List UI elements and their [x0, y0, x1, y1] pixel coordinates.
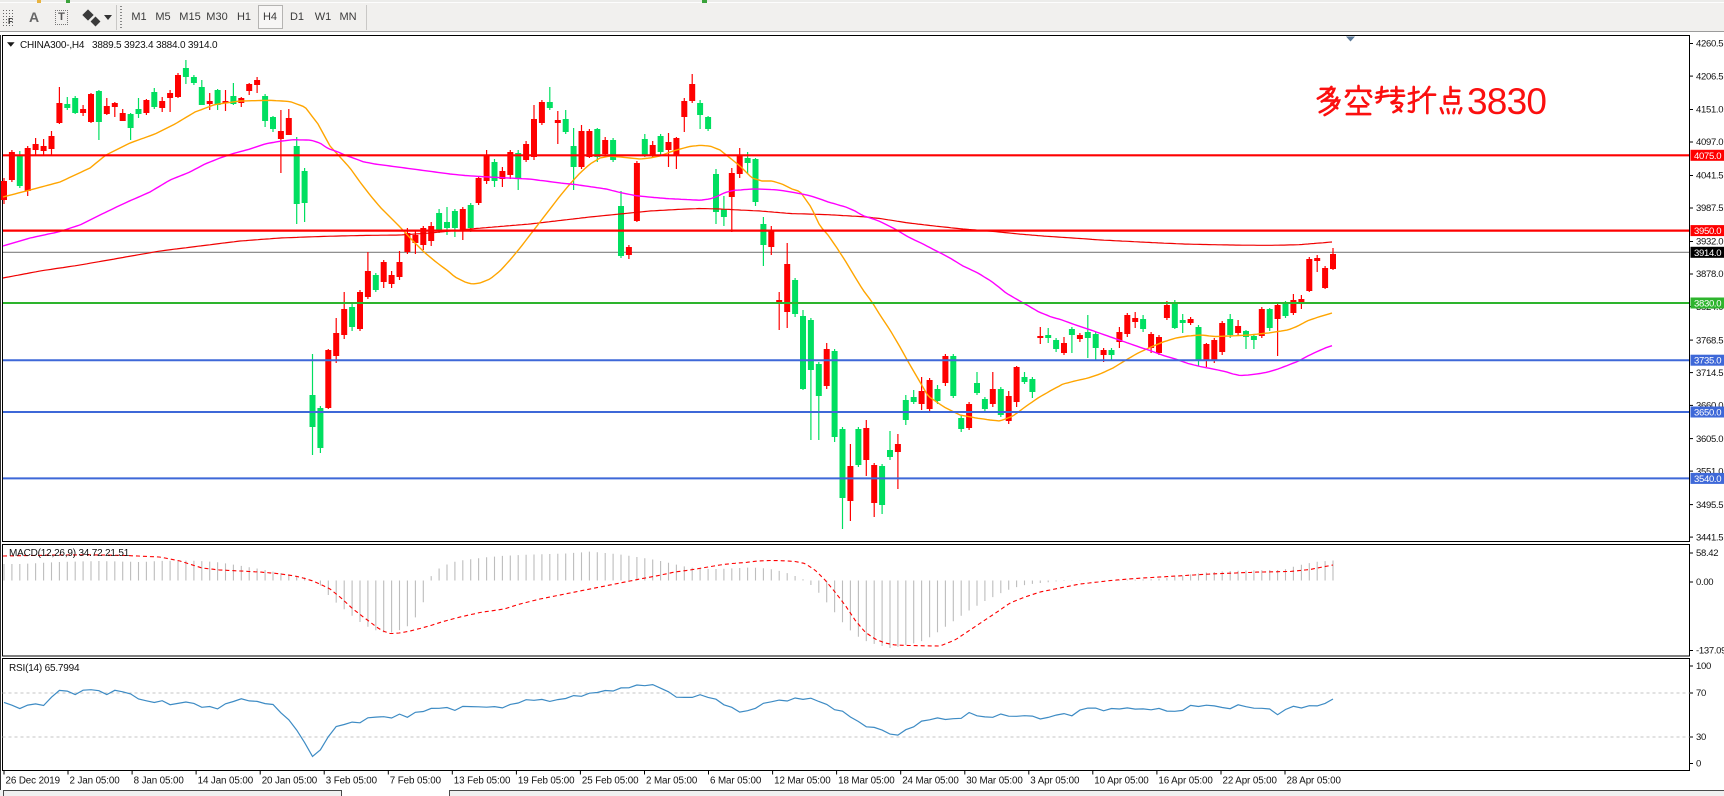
svg-text:3987.5: 3987.5: [1696, 203, 1723, 214]
svg-text:-137.09: -137.09: [1696, 646, 1724, 657]
svg-text:8 Jan 05:00: 8 Jan 05:00: [134, 776, 185, 787]
svg-text:3830: 3830: [1467, 81, 1547, 122]
svg-text:4151.0: 4151.0: [1696, 105, 1723, 116]
svg-text:3650.0: 3650.0: [1694, 408, 1721, 419]
svg-text:100: 100: [1696, 661, 1711, 672]
svg-text:2 Mar 05:00: 2 Mar 05:00: [646, 776, 698, 787]
svg-text:12 Mar 05:00: 12 Mar 05:00: [774, 776, 831, 787]
svg-text:6 Mar 05:00: 6 Mar 05:00: [710, 776, 762, 787]
svg-text:28 Apr 05:00: 28 Apr 05:00: [1287, 776, 1342, 787]
svg-text:13 Feb 05:00: 13 Feb 05:00: [454, 776, 511, 787]
svg-text:14 Jan 05:00: 14 Jan 05:00: [198, 776, 254, 787]
svg-text:3495.5: 3495.5: [1696, 500, 1723, 511]
svg-text:4206.5: 4206.5: [1696, 71, 1723, 82]
svg-text:4097.0: 4097.0: [1696, 137, 1723, 148]
svg-text:16 Apr 05:00: 16 Apr 05:00: [1158, 776, 1213, 787]
svg-text:3950.0: 3950.0: [1694, 226, 1721, 237]
svg-text:4075.0: 4075.0: [1694, 151, 1721, 162]
svg-text:3551.0: 3551.0: [1696, 466, 1723, 477]
svg-text:3660.0: 3660.0: [1696, 401, 1723, 412]
svg-text:4041.5: 4041.5: [1696, 171, 1723, 182]
svg-text:3 Feb 05:00: 3 Feb 05:00: [326, 776, 378, 787]
svg-text:58.42: 58.42: [1696, 548, 1718, 559]
svg-text:26 Dec 2019: 26 Dec 2019: [6, 776, 60, 787]
svg-text:70: 70: [1696, 688, 1706, 699]
svg-text:10 Apr 05:00: 10 Apr 05:00: [1094, 776, 1149, 787]
svg-text:25 Feb 05:00: 25 Feb 05:00: [582, 776, 639, 787]
svg-text:0.00: 0.00: [1696, 577, 1713, 588]
svg-text:4260.5: 4260.5: [1696, 39, 1723, 50]
svg-text:3878.0: 3878.0: [1696, 269, 1723, 280]
svg-text:0: 0: [1696, 759, 1701, 770]
svg-text:3768.5: 3768.5: [1696, 335, 1723, 346]
svg-text:3914.0: 3914.0: [1694, 248, 1721, 259]
svg-text:7 Feb 05:00: 7 Feb 05:00: [390, 776, 442, 787]
svg-text:3714.5: 3714.5: [1696, 368, 1723, 379]
svg-text:CHINA300-,H4 3889.5 3923.4 3: CHINA300-,H4 3889.5 3923.4 3884.0 3914.0: [20, 40, 218, 51]
svg-text:3830.0: 3830.0: [1694, 299, 1721, 310]
svg-text:3540.0: 3540.0: [1694, 474, 1721, 485]
svg-text:3932.0: 3932.0: [1696, 237, 1723, 248]
svg-text:MACD(12,26,9) 34.72 21.51: MACD(12,26,9) 34.72 21.51: [9, 548, 130, 559]
svg-text:3735.0: 3735.0: [1694, 356, 1721, 367]
svg-text:19 Feb 05:00: 19 Feb 05:00: [518, 776, 575, 787]
svg-text:RSI(14) 65.7994: RSI(14) 65.7994: [9, 663, 80, 674]
svg-text:3441.5: 3441.5: [1696, 532, 1723, 543]
svg-text:30 Mar 05:00: 30 Mar 05:00: [966, 776, 1023, 787]
svg-text:3 Apr 05:00: 3 Apr 05:00: [1030, 776, 1080, 787]
svg-text:30: 30: [1696, 732, 1706, 743]
svg-text:20 Jan 05:00: 20 Jan 05:00: [262, 776, 318, 787]
svg-text:2 Jan 05:00: 2 Jan 05:00: [70, 776, 121, 787]
svg-text:22 Apr 05:00: 22 Apr 05:00: [1223, 776, 1278, 787]
svg-text:3605.0: 3605.0: [1696, 434, 1723, 445]
svg-text:24 Mar 05:00: 24 Mar 05:00: [902, 776, 959, 787]
svg-text:18 Mar 05:00: 18 Mar 05:00: [838, 776, 895, 787]
